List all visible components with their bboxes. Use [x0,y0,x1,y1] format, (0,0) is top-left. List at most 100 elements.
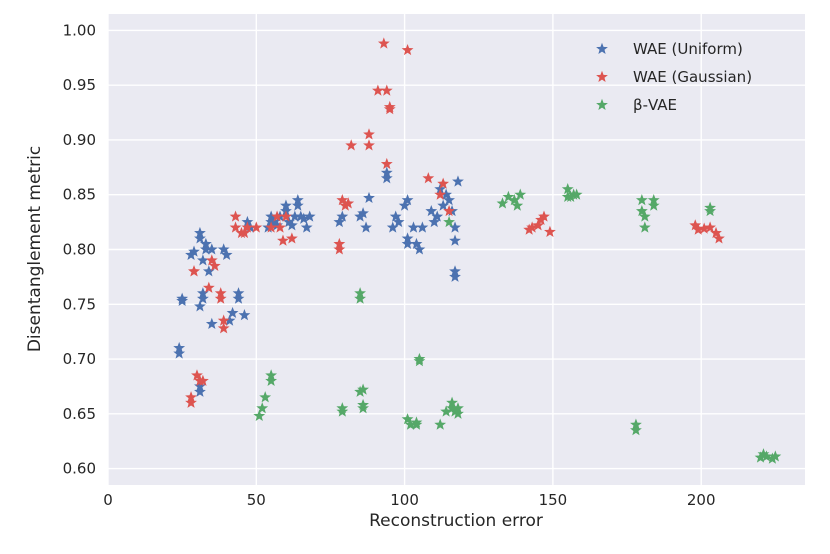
data-point [380,84,393,96]
data-point [407,221,420,233]
y-tick-label: 0.60 [63,460,96,478]
data-point [229,210,242,222]
legend-item-wae-uniform: WAE (Uniform) [596,40,743,58]
data-point [250,221,263,233]
data-point [431,210,444,222]
data-point [383,100,396,113]
data-point [372,84,384,96]
data-point [437,177,450,189]
data-point [689,219,702,231]
legend-marker-wae-gaussian [596,70,608,83]
data-point [303,210,316,222]
data-point [185,396,197,408]
data-point [452,407,464,419]
data-point [238,309,251,321]
data-point [392,215,405,228]
data-point [401,413,414,425]
series-1 [185,37,725,408]
data-point [449,270,461,282]
legend-marker-beta-vae [596,98,608,111]
data-point [526,221,539,233]
data-point [401,43,414,56]
data-point [265,369,278,381]
data-point [291,199,304,211]
data-point [265,221,278,233]
data-point [354,292,366,304]
data-point [440,188,453,200]
x-axis-ticks: 0 50 100 150 200 [103,491,715,509]
data-point [197,374,209,386]
data-point [769,450,782,462]
data-point [437,199,450,211]
data-point [208,259,221,271]
data-point [389,210,402,222]
y-axis-ticks: 0.60 0.65 0.70 0.75 0.80 0.85 0.90 0.95 1.00 [63,21,96,477]
data-point [452,175,464,187]
data-point [377,37,390,49]
data-point [532,219,544,231]
data-point [199,243,212,255]
y-tick-label: 0.90 [63,131,96,149]
x-tick-label: 100 [390,491,419,509]
data-point [404,418,417,430]
data-point [256,402,269,414]
data-point [449,221,461,233]
data-point [398,199,411,211]
data-point [271,210,283,222]
data-point [496,197,509,209]
data-point [188,265,200,277]
y-tick-label: 0.95 [63,76,96,94]
data-point [380,166,393,178]
data-point [502,190,515,202]
data-point [285,219,298,231]
data-point [635,204,648,217]
data-point [194,226,206,239]
data-point [336,210,349,222]
data-point [333,237,346,250]
grid-lines [107,14,805,485]
data-point [428,215,441,228]
data-point [413,243,426,255]
data-point [416,221,429,233]
data-point [205,243,218,255]
y-axis-label: Disentanglement metric [25,146,45,352]
legend-label-beta-vae: β-VAE [633,96,677,114]
data-point [333,215,346,228]
data-point [514,188,527,200]
data-point [280,210,292,222]
data-point [635,194,648,206]
legend-item-beta-vae: β-VAE [596,96,677,114]
data-point [194,385,206,397]
data-point [217,243,230,255]
data-point [360,221,372,233]
data-point [288,210,301,222]
data-point [217,322,230,334]
data-point [363,128,375,140]
data-point [188,245,200,257]
legend: WAE (Uniform) WAE (Gaussian) β-VAE [596,40,752,114]
data-point [544,225,556,237]
legend-marker-wae-uniform [596,42,608,55]
data-point [413,352,426,365]
y-tick-label: 0.70 [63,350,96,368]
data-point [194,232,206,244]
data-point [443,204,455,217]
data-point [300,221,313,233]
data-point [508,194,521,206]
x-tick-label: 150 [539,491,568,509]
data-point [630,424,642,436]
data-point [241,221,254,233]
data-point [401,194,414,206]
data-point [265,210,278,222]
data-point [647,199,660,211]
x-tick-label: 50 [247,491,266,509]
data-point [710,226,722,239]
data-point [440,405,453,417]
data-point [380,172,393,184]
data-point [422,172,435,184]
data-point [357,398,369,411]
data-point [434,188,447,200]
data-point [173,347,186,359]
data-point [205,317,218,329]
